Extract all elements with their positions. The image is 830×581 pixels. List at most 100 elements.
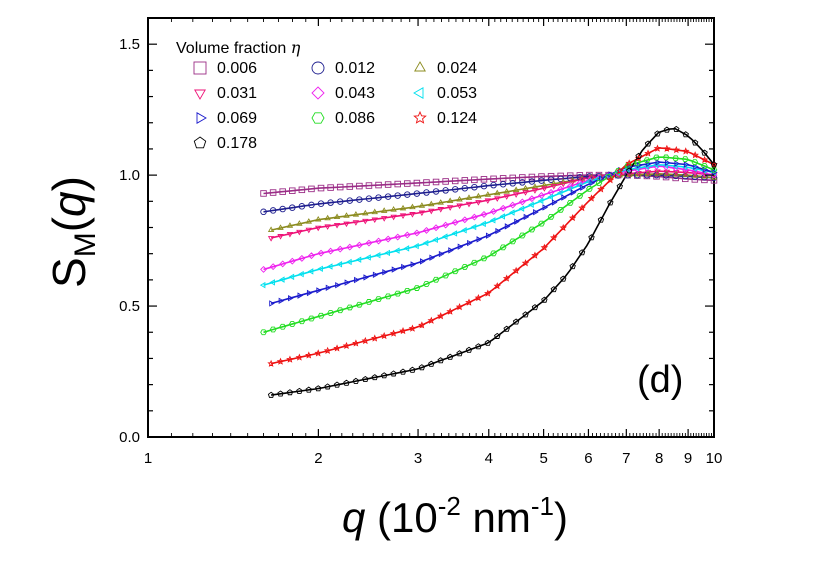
series-0-024-point [390,206,397,212]
series-0-124-point [493,282,502,290]
series-0-069-point [372,271,379,279]
series-0-043-point [499,204,507,212]
series-0-006-point [346,183,354,190]
series-0-031-point [428,208,435,215]
series-0-069-point [551,199,558,206]
series-0-178-point [560,275,567,282]
series-0-012-point [547,176,555,183]
series-0-006-point [260,190,267,197]
series-0-043-point [442,221,450,229]
series-0-124-point [389,329,398,337]
series-0-086-point [634,160,641,166]
legend-item: 0.124 [413,110,477,127]
series-0-006-point [269,189,277,196]
legend-item: 0.012 [311,60,375,77]
series-0-053-point [403,245,410,252]
series-0-006-point [413,179,421,187]
series-0-043-point [518,198,526,206]
series-0-069-point [306,289,313,297]
series-0-043-point [394,233,402,241]
series-0-006-point [394,180,401,188]
series-0-053-point [633,164,640,172]
series-0-086-point [298,318,306,325]
series-0-053-point [470,223,477,231]
series-0-012-point [298,203,306,210]
series-0-006-point [432,178,440,186]
series-0-069-point [420,258,426,265]
series-0-178-point [673,125,680,132]
series-0-178-point [588,234,595,241]
series-0-024-point [446,197,454,204]
series-0-178-point [409,366,416,373]
series-0-086-point [490,250,497,257]
series-0-006-point [356,182,363,190]
series-0-178-point [682,131,689,138]
series-0-012-point [356,196,363,203]
series-0-043-point [461,216,469,224]
series-0-024-point [512,186,520,193]
legend-item: 0.178 [193,135,257,152]
series-0-024-point [296,220,303,226]
series-0-086-point [566,199,574,206]
series-0-053-point [307,268,314,275]
series-0-031-point [277,234,284,240]
series-0-086-point [471,259,478,266]
series-0-012-point [499,180,507,188]
series-0-124-point [625,159,633,167]
series-0-086-point [461,264,469,270]
series-0-178-point [710,161,718,168]
series-0-178-point [607,199,614,206]
series-0-069-point [410,261,417,268]
series-0-086-point [662,154,670,161]
series-0-124-point [286,355,294,363]
series-0-024-point [663,170,671,177]
series-0-124-point [691,151,699,159]
series-0-053-point [480,220,486,228]
series-0-124-points [267,144,718,367]
series-0-069-point [401,263,407,271]
series-0-024-point [428,200,435,207]
series-0-043-point [451,218,459,226]
series-0-178-point [437,357,444,364]
series-0-031-point [550,183,558,190]
series-0-069-point [485,232,492,239]
y-tick-label: 0.0 [119,429,140,446]
x-tick-label: 1 [144,450,152,467]
series-0-024-point [277,224,284,230]
series-0-053-point [317,265,323,272]
legend-marker [413,87,424,99]
series-0-053-point [499,213,505,220]
series-0-124-point [474,293,483,302]
series-0-053-point [518,205,525,212]
series-0-006-point [404,180,411,187]
series-0-178-point [531,304,539,311]
tick-labels: 1 2 3 4 5 6 7 8 9 10 0.0 0.5 1.0 1.5 [119,36,722,467]
legend-marker [193,61,207,75]
series-0-178-point [550,286,557,293]
series-0-069-point [269,300,275,307]
series-0-069-point [542,204,549,211]
series-0-043-point [681,166,689,173]
series-0-069-point [278,297,285,305]
series-0-053-point [547,193,553,201]
legend-item: 0.069 [196,110,257,127]
series-0-069-point [354,276,360,284]
series-0-053-point [566,185,573,193]
series-0-024-point [701,173,708,179]
series-0-053-point [326,263,333,270]
series-0-086-point [499,244,507,251]
series-0-006-point [289,187,296,194]
series-0-069-point [448,247,454,254]
series-0-124-point [455,303,464,311]
legend-label: 0.043 [335,85,375,102]
series-0-124-point [559,223,568,232]
series-0-086-point [260,329,267,336]
series-0-031-point [682,170,689,177]
series-0-086-point [394,290,402,297]
series-0-178-point [418,364,426,371]
series-0-086-point [327,310,334,316]
series-0-124-point [446,307,454,315]
series-0-053-point [432,236,438,244]
series-0-043-point [336,245,344,253]
series-0-069-point [561,194,567,201]
